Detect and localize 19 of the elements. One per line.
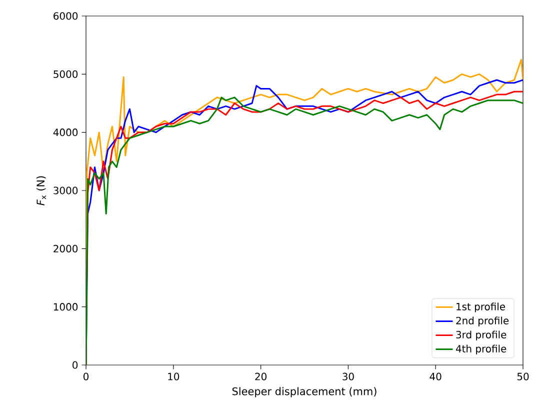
y-tick-label: 1000 (54, 303, 78, 311)
legend-label: 2nd profile (456, 316, 509, 326)
x-axis-title: Sleeper displacement (mm) (232, 387, 376, 398)
x-tick-label: 30 (342, 372, 354, 380)
x-tick-label: 40 (430, 372, 442, 380)
legend-label: 1st profile (456, 302, 506, 312)
y-tick-label: 2000 (54, 244, 78, 252)
y-tick-label: 3000 (54, 186, 78, 194)
y-tick-label: 0 (72, 361, 78, 369)
y-tick-label: 6000 (54, 12, 78, 20)
y-tick-label: 4000 (53, 128, 78, 136)
legend-label: 4th profile (456, 344, 506, 354)
x-tick-label: 10 (168, 372, 180, 380)
x-tick-label: 20 (255, 372, 266, 380)
x-tick-label: 0 (83, 372, 89, 380)
legend-label: 3rd profile (456, 330, 506, 340)
y-tick-label: 5000 (54, 70, 78, 78)
x-tick-label: 50 (517, 372, 529, 380)
y-axis-title: F$_{x}$ (N) (36, 176, 46, 206)
